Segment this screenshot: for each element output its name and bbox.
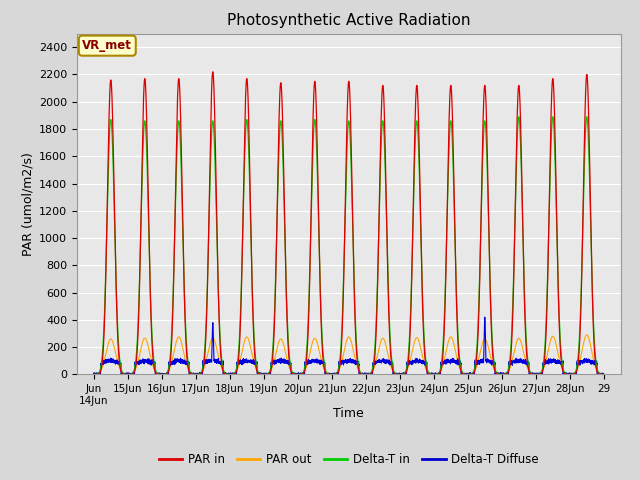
Title: Photosynthetic Active Radiation: Photosynthetic Active Radiation (227, 13, 470, 28)
X-axis label: Time: Time (333, 407, 364, 420)
Legend: PAR in, PAR out, Delta-T in, Delta-T Diffuse: PAR in, PAR out, Delta-T in, Delta-T Dif… (154, 448, 544, 471)
Text: VR_met: VR_met (83, 39, 132, 52)
Y-axis label: PAR (umol/m2/s): PAR (umol/m2/s) (22, 152, 35, 256)
